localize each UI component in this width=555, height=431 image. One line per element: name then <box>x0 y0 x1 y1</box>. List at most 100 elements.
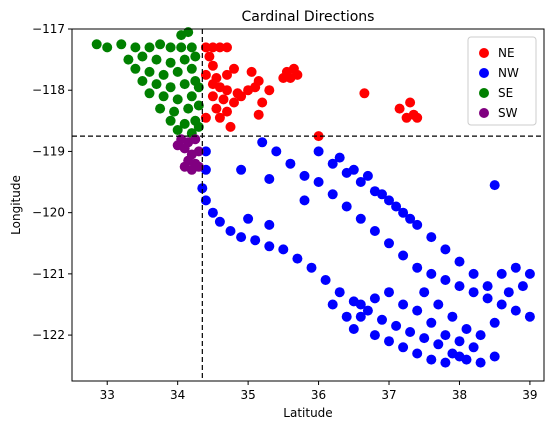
point-nw-20 <box>419 333 430 344</box>
point-nw-98 <box>412 305 423 316</box>
point-nw-79 <box>243 213 254 224</box>
point-nw-61 <box>384 195 394 206</box>
x-tick-label: 33 <box>100 388 115 402</box>
point-se-27 <box>186 91 197 102</box>
point-se-41 <box>193 82 204 93</box>
point-nw-83 <box>299 195 310 206</box>
point-nw-46 <box>398 250 409 261</box>
x-tick-label: 36 <box>311 388 326 402</box>
point-nw-82 <box>264 174 275 184</box>
point-se-22 <box>179 79 190 90</box>
point-ne-28 <box>257 97 268 108</box>
point-nw-77 <box>391 201 402 212</box>
point-nw-63 <box>412 219 423 230</box>
point-ne-41 <box>401 112 412 123</box>
point-nw-0 <box>200 146 211 157</box>
point-ne-8 <box>222 69 232 80</box>
point-nw-76 <box>377 189 387 200</box>
point-nw-49 <box>440 275 451 285</box>
x-tick-label: 39 <box>522 388 537 402</box>
point-se-33 <box>179 118 190 129</box>
point-nw-65 <box>440 244 451 255</box>
point-nw-7 <box>236 232 247 243</box>
point-ne-29 <box>253 109 264 120</box>
point-nw-74 <box>348 164 359 175</box>
point-ne-36 <box>359 88 370 99</box>
series-ne <box>200 42 423 142</box>
point-se-17 <box>172 66 183 77</box>
point-nw-64 <box>426 232 437 243</box>
point-ne-3 <box>222 42 232 53</box>
point-nw-32 <box>426 354 437 365</box>
point-ne-37 <box>394 103 405 114</box>
point-nw-87 <box>461 324 472 334</box>
point-se-35 <box>172 125 183 135</box>
point-ne-22 <box>200 112 211 123</box>
point-nw-14 <box>334 287 345 298</box>
chart-title: Cardinal Directions <box>242 9 375 25</box>
point-ne-1 <box>207 42 218 53</box>
point-se-9 <box>137 51 148 62</box>
point-se-25 <box>158 91 169 102</box>
point-nw-6 <box>225 226 236 236</box>
plot-area <box>72 29 544 381</box>
point-nw-39 <box>299 170 310 181</box>
point-ne-38 <box>405 97 416 108</box>
point-nw-37 <box>271 146 282 157</box>
point-nw-45 <box>384 238 394 249</box>
point-nw-73 <box>334 152 345 163</box>
point-ne-4 <box>204 51 215 62</box>
series-nw <box>197 137 535 368</box>
legend-item-ne: NE <box>479 46 515 60</box>
point-nw-24 <box>475 357 486 368</box>
point-nw-48 <box>426 268 437 279</box>
point-nw-97 <box>398 299 409 310</box>
legend-label: SE <box>498 86 513 100</box>
point-ne-14 <box>207 91 218 102</box>
point-se-8 <box>186 42 197 53</box>
legend: NE NW SE SW <box>467 36 537 126</box>
point-nw-89 <box>489 317 500 328</box>
point-se-4 <box>144 42 155 53</box>
point-sw-11 <box>172 140 183 151</box>
point-nw-36 <box>257 137 268 148</box>
point-se-19 <box>137 76 148 86</box>
legend-box <box>467 36 537 126</box>
point-nw-81 <box>236 164 247 175</box>
point-nw-4 <box>207 207 218 218</box>
point-nw-75 <box>362 170 373 181</box>
point-nw-5 <box>214 216 225 227</box>
point-se-13 <box>190 51 201 62</box>
point-nw-40 <box>313 177 324 187</box>
y-tick-label: −117 <box>32 22 65 36</box>
point-se-30 <box>183 103 194 114</box>
point-nw-2 <box>197 183 208 194</box>
point-nw-17 <box>377 314 387 325</box>
point-nw-52 <box>482 293 493 304</box>
point-se-5 <box>155 39 166 50</box>
point-nw-42 <box>341 201 352 212</box>
legend-label: SW <box>498 106 518 120</box>
point-se-26 <box>172 94 183 105</box>
legend-marker <box>479 88 489 98</box>
point-ne-0 <box>200 42 211 53</box>
point-se-31 <box>193 100 204 111</box>
point-nw-92 <box>327 299 338 310</box>
point-ne-40 <box>412 112 423 123</box>
y-tick-label: −118 <box>32 83 65 97</box>
x-tick-label: 34 <box>170 388 185 402</box>
point-se-14 <box>130 63 141 74</box>
point-nw-13 <box>320 275 331 285</box>
point-nw-54 <box>510 305 521 316</box>
point-ne-15 <box>218 94 229 105</box>
point-nw-19 <box>405 327 416 337</box>
point-se-24 <box>144 88 155 99</box>
x-tick-label: 35 <box>240 388 255 402</box>
point-nw-18 <box>391 320 402 331</box>
point-nw-10 <box>278 244 289 255</box>
point-nw-44 <box>369 226 380 236</box>
point-ne-17 <box>236 91 247 102</box>
point-nw-26 <box>348 324 359 334</box>
point-se-39 <box>183 27 194 38</box>
y-tick-label: −119 <box>32 144 65 158</box>
